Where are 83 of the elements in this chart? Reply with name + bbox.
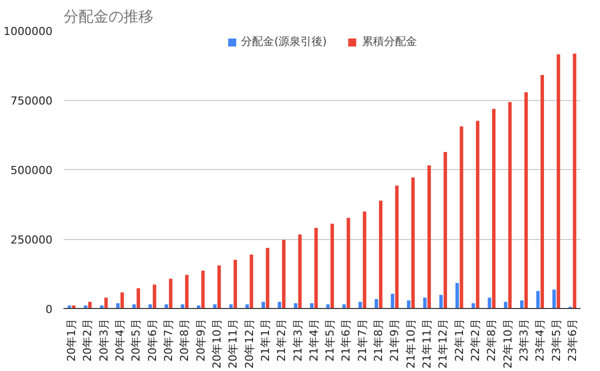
bar — [278, 302, 282, 308]
bar — [358, 302, 362, 308]
x-tick-label: 22年8月 — [485, 318, 498, 362]
bar — [298, 234, 302, 308]
chart-title: 分配金の推移 — [64, 8, 154, 26]
bar — [374, 299, 378, 308]
bar — [540, 74, 544, 308]
x-tick-label: 21年12月 — [436, 318, 450, 368]
bar — [116, 303, 120, 308]
x-tick-label: 21年7月 — [356, 318, 369, 362]
y-tick-label: 1000000 — [4, 25, 53, 38]
x-tick-label: 22年1月 — [452, 318, 466, 362]
bar — [378, 200, 382, 308]
bar — [217, 265, 221, 308]
bar — [427, 165, 431, 308]
x-tick-label: 20年4月 — [114, 318, 127, 362]
bar — [472, 303, 476, 308]
x-tick-label: 21年9月 — [388, 318, 402, 362]
x-tick-label: 23年6月 — [566, 318, 579, 362]
x-tick-label: 23年3月 — [517, 318, 530, 362]
x-tick-label: 21年4月 — [307, 318, 320, 362]
bar — [282, 240, 286, 308]
x-tick-label: 20年1月 — [65, 318, 78, 362]
bar — [314, 228, 318, 308]
x-tick-label: 21年1月 — [258, 318, 272, 362]
bar — [250, 254, 254, 308]
bar — [346, 218, 350, 308]
bar — [444, 152, 448, 308]
bar — [476, 120, 480, 308]
bar — [455, 282, 459, 308]
x-tick-label: 21年6月 — [340, 318, 353, 362]
bar — [185, 274, 189, 308]
x-tick-label: 21年3月 — [291, 318, 304, 362]
x-tick-label: 21年8月 — [372, 318, 386, 362]
bar — [330, 224, 334, 308]
bar — [395, 186, 399, 308]
x-tick-label: 20年2月 — [81, 318, 94, 362]
x-tick-label: 20年11月 — [226, 318, 240, 368]
x-tick-label: 22年10月 — [501, 318, 514, 368]
y-tick-label: 750000 — [10, 94, 53, 108]
bar — [556, 54, 560, 308]
bar — [310, 303, 314, 308]
legend-label: 分配金(源泉引後) — [241, 34, 327, 49]
bar — [524, 92, 528, 308]
bar — [234, 260, 238, 308]
bar — [362, 211, 366, 308]
y-tick-label: 500000 — [10, 164, 53, 177]
bar — [294, 303, 298, 308]
bar — [266, 248, 270, 308]
y-tick-label: 0 — [46, 303, 52, 316]
bar — [120, 292, 124, 308]
x-tick-label: 20年12月 — [242, 318, 256, 368]
bar — [520, 300, 524, 308]
bar — [536, 290, 540, 308]
x-tick-label: 20年3月 — [97, 318, 110, 362]
x-tick-label: 21年10月 — [404, 318, 418, 368]
bar — [508, 102, 512, 308]
bar — [406, 300, 410, 308]
x-tick-label: 21年11月 — [420, 318, 434, 368]
x-tick-label: 20年10月 — [210, 318, 224, 368]
bar — [552, 290, 556, 308]
x-tick-label: 21年2月 — [275, 318, 288, 362]
bar — [136, 288, 140, 308]
x-tick-label: 22年2月 — [468, 318, 482, 362]
x-tick-label: 23年5月 — [550, 318, 563, 362]
bar — [423, 298, 427, 308]
bar — [492, 108, 496, 308]
bar — [88, 302, 92, 308]
bar — [168, 278, 172, 308]
x-tick-label: 20年7月 — [162, 318, 176, 362]
x-tick-label: 23年4月 — [534, 318, 547, 362]
x-tick-label: 20年6月 — [146, 318, 159, 362]
bar — [572, 54, 576, 308]
y-tick-label: 250000 — [10, 234, 53, 246]
legend-label: 累積分配金 — [362, 34, 417, 49]
x-tick-label: 20年8月 — [178, 318, 192, 362]
x-tick-label: 21年5月 — [324, 318, 337, 362]
x-tick-label: 20年9月 — [194, 318, 208, 362]
bar — [262, 302, 266, 308]
bar — [104, 298, 108, 308]
bar — [504, 302, 508, 308]
x-tick-label: 20年5月 — [130, 318, 143, 362]
bar — [390, 294, 394, 308]
